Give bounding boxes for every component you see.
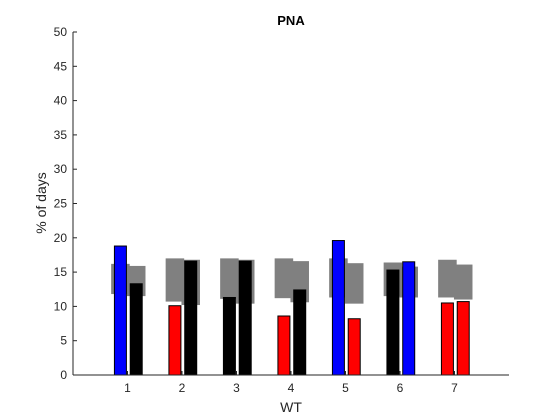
x-tick-label: 2 <box>179 381 186 395</box>
y-tick-label: 40 <box>54 94 68 108</box>
y-axis-title: % of days <box>33 172 49 233</box>
range-band <box>453 264 473 300</box>
range-band <box>220 258 239 299</box>
y-tick-label: 5 <box>60 334 67 348</box>
range-band <box>438 259 457 298</box>
y-tick-label: 0 <box>60 368 67 382</box>
bar <box>456 301 470 376</box>
x-tick-label: 7 <box>451 381 458 395</box>
range-band <box>274 258 294 299</box>
bar <box>277 315 291 376</box>
bar <box>168 305 182 376</box>
bar <box>293 289 307 376</box>
bars <box>113 240 470 376</box>
bar <box>402 261 416 376</box>
bar <box>386 269 400 376</box>
y-tick-label: 30 <box>54 162 68 176</box>
x-tick-label: 5 <box>342 381 349 395</box>
bar <box>347 318 361 376</box>
y-ticks: 0 5 10 15 20 25 30 35 40 45 50 <box>54 25 77 382</box>
plot-background <box>73 32 509 375</box>
bar <box>184 260 198 376</box>
y-tick-label: 20 <box>54 231 68 245</box>
y-tick-label: 15 <box>54 265 68 279</box>
y-tick-label: 35 <box>54 128 68 142</box>
x-tick-label: 6 <box>397 381 404 395</box>
x-axis-title: WT <box>280 399 302 415</box>
bar <box>113 245 127 376</box>
bar <box>238 260 252 376</box>
y-tick-label: 50 <box>54 25 68 39</box>
y-tick-label: 45 <box>54 59 68 73</box>
x-ticks: 1 2 3 4 5 6 7 <box>124 371 458 395</box>
bar <box>129 283 143 376</box>
range-band <box>344 263 364 304</box>
x-tick-label: 1 <box>124 381 131 395</box>
bar <box>222 296 236 376</box>
bar <box>440 302 454 376</box>
bar <box>331 240 345 376</box>
range-band <box>165 258 185 302</box>
chart-title: PNA <box>277 13 305 28</box>
x-tick-label: 4 <box>288 381 295 395</box>
x-tick-label: 3 <box>233 381 240 395</box>
y-tick-label: 10 <box>54 299 68 313</box>
y-tick-label: 25 <box>54 197 68 211</box>
